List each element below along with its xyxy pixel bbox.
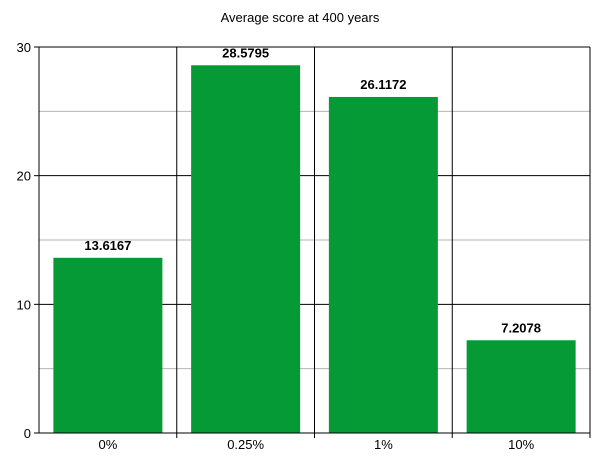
y-tick-label: 0 xyxy=(24,426,31,441)
bar-1 xyxy=(191,65,301,433)
data-label-2: 26.1172 xyxy=(360,77,406,92)
data-label-3: 7.2078 xyxy=(501,320,541,335)
x-tick-label-0: 0% xyxy=(98,437,117,452)
chart-title: Average score at 400 years xyxy=(220,10,380,25)
y-tick-label: 30 xyxy=(17,40,31,55)
data-label-1: 28.5795 xyxy=(222,45,269,60)
bar-0 xyxy=(53,257,163,433)
data-label-0: 13.6167 xyxy=(84,238,131,253)
y-tick-label: 10 xyxy=(17,297,31,312)
x-tick-label-1: 0.25% xyxy=(227,437,264,452)
bar-3 xyxy=(466,340,576,433)
y-tick-label: 20 xyxy=(17,169,31,184)
bar-2 xyxy=(328,96,438,434)
x-tick-label-3: 10% xyxy=(508,437,534,452)
x-tick-label-2: 1% xyxy=(374,437,393,452)
